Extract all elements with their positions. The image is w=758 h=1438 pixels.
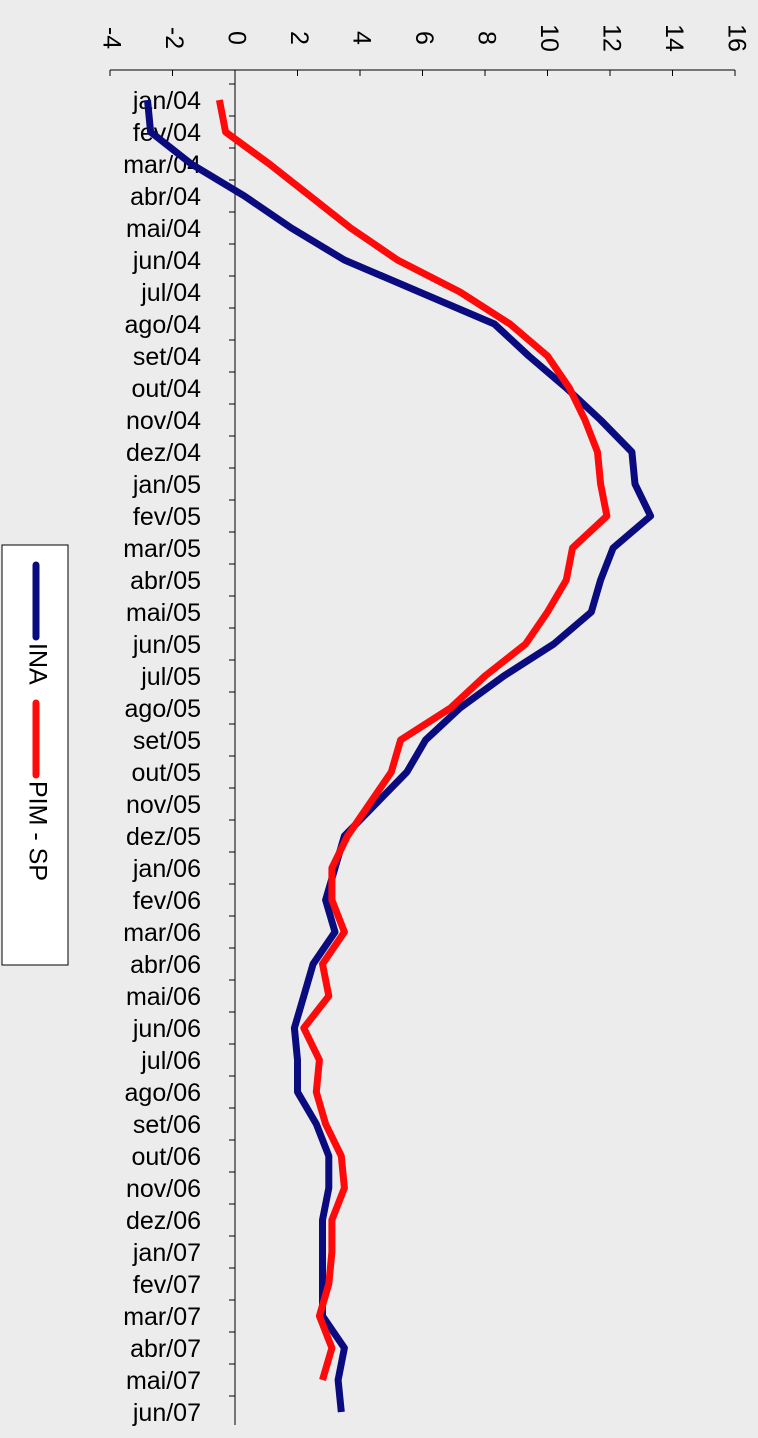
x-tick-label: dez/04 (126, 439, 201, 467)
x-tick-label: jul/05 (140, 663, 201, 691)
x-tick-label: jan/07 (132, 1239, 201, 1267)
y-tick-label: 8 (472, 31, 500, 45)
legend-label: PIM - SP (23, 781, 51, 881)
x-tick-label: mai/06 (126, 983, 201, 1011)
x-tick-label: jun/06 (132, 1015, 201, 1043)
x-tick-label: set/05 (133, 727, 201, 755)
x-tick-label: jun/07 (132, 1399, 201, 1427)
x-tick-label: fev/05 (133, 503, 201, 531)
x-tick-label: jan/06 (132, 855, 201, 883)
x-tick-label: mai/04 (126, 215, 201, 243)
x-tick-label: nov/05 (126, 791, 201, 819)
x-tick-label: set/06 (133, 1111, 201, 1139)
x-tick-label: jul/06 (140, 1047, 201, 1075)
y-tick-label: 4 (347, 31, 375, 45)
x-tick-label: abr/06 (130, 951, 201, 979)
x-tick-label: abr/05 (130, 567, 201, 595)
y-tick-label: 0 (222, 31, 250, 45)
y-tick-label: 12 (597, 24, 625, 52)
x-tick-label: mar/07 (123, 1303, 201, 1331)
x-tick-label: jan/05 (132, 471, 201, 499)
x-tick-label: jan/04 (132, 87, 201, 115)
y-tick-label: -2 (160, 27, 188, 49)
x-tick-label: jun/04 (132, 247, 201, 275)
y-tick-label: 16 (722, 24, 750, 52)
x-tick-label: abr/07 (130, 1335, 201, 1363)
x-tick-label: mar/05 (123, 535, 201, 563)
y-tick-label: 6 (410, 31, 438, 45)
x-tick-label: out/05 (131, 759, 201, 787)
series-line (215, 99, 611, 1381)
x-tick-label: jun/05 (132, 631, 201, 659)
x-tick-label: ago/06 (125, 1079, 201, 1107)
y-tick-label: -4 (97, 27, 125, 49)
x-tick-label: ago/04 (125, 311, 202, 339)
x-tick-label: fev/07 (133, 1271, 201, 1299)
x-tick-label: mai/05 (126, 599, 201, 627)
x-tick-label: ago/05 (125, 695, 201, 723)
y-tick-label: 10 (535, 24, 563, 52)
series-line (144, 99, 655, 1413)
x-tick-label: jul/04 (140, 279, 201, 307)
x-tick-label: dez/05 (126, 823, 201, 851)
y-tick-label: 14 (660, 24, 688, 52)
x-tick-label: set/04 (133, 343, 201, 371)
x-tick-label: mai/07 (126, 1367, 201, 1395)
x-tick-label: out/04 (131, 375, 201, 403)
x-tick-label: abr/04 (130, 183, 201, 211)
x-tick-label: fev/06 (133, 887, 201, 915)
x-tick-label: dez/06 (126, 1207, 201, 1235)
y-tick-label: 2 (285, 31, 313, 45)
x-tick-label: nov/06 (126, 1175, 201, 1203)
x-tick-label: out/06 (131, 1143, 201, 1171)
x-tick-label: mar/06 (123, 919, 201, 947)
legend-label: INA (23, 643, 51, 685)
x-tick-label: nov/04 (126, 407, 201, 435)
